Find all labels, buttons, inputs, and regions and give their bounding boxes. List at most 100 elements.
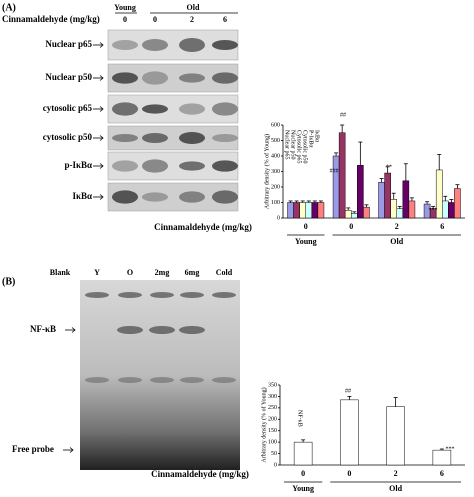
legend-label: P-IκBα [308,130,314,148]
group-label: Old [389,484,402,493]
legend-label: Nuclear p50 [290,130,296,160]
legend-label: NF-κB [297,410,303,427]
gel-band [180,292,204,298]
x-tick-label: 2 [395,222,399,231]
x-axis-label: Cinnamaldehyde (mg/kg) [151,469,249,479]
bar [396,208,404,219]
bar [357,165,364,219]
y-tick-label: 100 [268,440,277,446]
blot-label: cytosolic p50 [43,132,93,142]
panel-label: (B) [2,276,15,287]
bar [293,202,300,219]
annotation: *** [429,207,438,213]
bar [332,155,340,219]
blot-band [142,192,168,202]
legend-label: Cytosolic p50 [302,130,308,164]
blot-band [142,159,168,173]
band-label: Free probe [12,444,54,454]
panel-label: (A) [2,2,16,13]
blot-band [142,71,168,85]
gel-band [179,326,205,334]
bar [287,202,294,219]
y-tick-label: 300 [268,394,277,400]
bar [340,399,359,466]
blot-band [179,73,205,83]
arrow-head [99,106,104,112]
blot-band [179,161,205,171]
gel-band [85,377,109,383]
lane-label: Cold [216,268,233,277]
blot-band [179,191,205,203]
legend-label: Nuclear p65 [284,130,290,160]
bar [299,202,306,219]
blot-band [142,39,168,51]
blot-band [112,72,138,84]
y-tick-label: 400 [271,153,280,159]
lane-label: Blank [50,268,71,277]
y-axis-label: Arbitrary density (% of Young) [260,387,267,462]
annotation: *** [446,446,455,452]
y-tick-label: 600 [271,122,280,128]
y-tick-label: 200 [271,184,280,190]
treatment-label: Cinnamaldehyde (mg/kg) [2,14,100,24]
gel-band [149,326,175,334]
blot-band [212,160,238,172]
gel-image [80,280,240,470]
dose-label: 2 [190,15,194,24]
blot-band [179,132,205,144]
x-tick-label: 6 [440,469,444,478]
arrow-head [99,42,104,48]
y-tick-label: 50 [271,451,277,457]
group-label: Young [114,3,136,12]
x-tick-label: 0 [349,222,353,231]
lane-label: 6mg [185,268,200,277]
annotation: ** [386,164,392,170]
blot-label: p-IκBα [64,160,92,170]
arrow-head [69,447,74,453]
blot-band [179,103,205,115]
blot-label: cytosolic p65 [43,103,93,113]
y-tick-label: 250 [268,405,277,411]
lane-label: Y [94,268,100,277]
group-label: Old [390,237,403,246]
band-label: NF-κB [30,324,56,334]
blot-band [212,40,238,50]
y-tick-label: 500 [271,138,280,144]
blot-band [112,40,138,50]
bar [311,202,319,219]
legend-label: IκBα [314,130,320,143]
bar [408,200,416,219]
blot-band [142,104,168,114]
lane-label: O [127,268,133,277]
bar [454,188,461,219]
y-tick-label: 200 [268,417,277,423]
bar [442,200,449,219]
arrow-head [99,135,104,141]
blot-band [142,133,168,143]
annotation: ## [340,112,346,118]
y-tick-label: 0 [277,215,280,221]
blot-label: Nuclear p65 [45,39,92,49]
y-tick-label: 0 [274,462,277,468]
bar [317,202,325,219]
bar [351,213,358,219]
bar [384,172,391,219]
gel-band [118,377,142,383]
blot-band [112,102,138,116]
bar [390,199,397,219]
arrow-head [99,163,104,169]
x-tick-label: 0 [347,469,351,478]
blot-band [212,134,238,142]
x-tick-label: 0 [301,469,305,478]
bar [305,202,313,219]
arrow-head [99,75,104,81]
dose-label: 0 [123,15,127,24]
blot-label: Nuclear p50 [45,72,92,82]
x-axis-label: Cinnamaldehyde (mg/kg) [154,222,252,232]
arrow-head [99,194,104,200]
group-label: Old [187,3,200,12]
bar [448,202,455,219]
dose-label: 0 [153,15,157,24]
bar [386,406,405,466]
gel-band [117,326,143,334]
